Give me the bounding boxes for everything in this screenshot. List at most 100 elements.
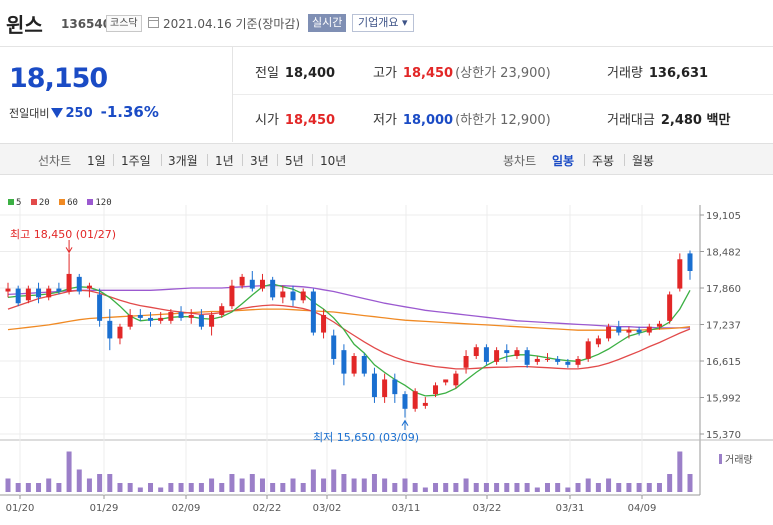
volume-bar: [575, 483, 581, 492]
market-badge: 코스닥: [106, 15, 142, 32]
realtime-button[interactable]: 실시간: [308, 14, 347, 32]
candle-body: [76, 276, 82, 292]
ma120-line: [7, 285, 690, 329]
current-price: 18,150: [9, 63, 108, 94]
candle-body: [412, 391, 418, 409]
volume-bar: [616, 483, 622, 492]
x-tick-label: 03/11: [392, 503, 421, 514]
volume-bar: [259, 478, 265, 492]
volume-bar: [392, 483, 398, 492]
volume-bar: [36, 483, 42, 492]
candle-body: [107, 320, 113, 339]
period-daily[interactable]: 일봉: [552, 154, 575, 168]
volume-bar: [585, 478, 591, 492]
candle-body: [514, 350, 520, 357]
calendar-icon: [148, 17, 159, 28]
volume-bar: [544, 483, 550, 492]
volume-bar: [198, 483, 204, 492]
ma60-line: [7, 308, 691, 331]
volume-bar: [443, 483, 449, 492]
change-label: 전일대비: [9, 107, 50, 120]
period-3m[interactable]: 3개월: [168, 154, 198, 168]
candle-body: [504, 350, 510, 354]
price-chart[interactable]: 19,105 18,482 17,860 17,237 16,615 15,992 15,3…: [0, 175, 773, 525]
y-tick-label: 15,370: [706, 430, 741, 441]
candle-body: [36, 288, 42, 298]
candle-body: [198, 314, 204, 327]
ma20-line: [7, 289, 691, 370]
company-overview-button[interactable]: 기업개요 ▾: [352, 14, 414, 32]
candle-body: [188, 314, 194, 318]
volume-bar: [656, 483, 662, 492]
quote-prev: 전일 18,400: [255, 66, 336, 81]
quote-open: 시가 18,450: [255, 113, 336, 128]
candle-body: [249, 279, 255, 289]
candle-body: [595, 338, 601, 345]
x-tick-label: 03/22: [473, 503, 502, 514]
stock-header: 윈스 136540 코스닥 2021.04.16 기준(장마감) 실시간 기업개…: [0, 0, 773, 47]
candle-body: [626, 329, 632, 333]
period-1y[interactable]: 1년: [215, 154, 234, 168]
current-price-box: 18,150 전일대비 250 -1.36%: [0, 47, 233, 142]
volume-bar: [188, 483, 194, 492]
change-value: 250: [65, 106, 93, 121]
candle-body: [137, 314, 143, 318]
period-3y[interactable]: 3년: [250, 154, 269, 168]
y-tick-label: 15,992: [706, 394, 741, 405]
volume-bar: [687, 474, 693, 492]
period-1d[interactable]: 1일: [87, 154, 106, 168]
candle-body: [453, 373, 459, 386]
candle-body: [5, 288, 11, 292]
volume-bar: [86, 478, 92, 492]
candle-body: [646, 326, 652, 333]
volume-bar: [382, 478, 388, 492]
candle-chart-label: 봉차트: [503, 154, 537, 168]
max-arrow-head: [65, 247, 73, 254]
period-monthly[interactable]: 월봉: [632, 154, 655, 168]
volume-bar: [290, 478, 296, 492]
candle-body: [46, 288, 52, 298]
min-arrow-head: [401, 419, 409, 426]
period-5y[interactable]: 5년: [285, 154, 304, 168]
candle-body: [15, 288, 21, 304]
volume-bar: [249, 474, 255, 492]
volume-bar: [66, 451, 72, 492]
y-tick-label: 18,482: [706, 248, 741, 259]
volume-bar: [402, 478, 408, 492]
volume-bar: [15, 483, 21, 492]
ma-legend: 5 20 60 120: [8, 198, 116, 208]
volume-bar: [321, 478, 327, 492]
quote-amount: 거래대금 2,480 백만: [607, 113, 731, 128]
period-weekly[interactable]: 주봉: [592, 154, 615, 168]
volume-bar: [595, 483, 601, 492]
volume-bar: [514, 483, 520, 492]
volume-bar: [524, 483, 530, 492]
candle-body: [310, 291, 316, 333]
candle-body: [667, 294, 673, 321]
quote-high: 고가 18,450 (상한가 23,900): [373, 66, 551, 81]
quote-low: 저가 18,000 (하한가 12,900): [373, 113, 551, 128]
x-tick-label: 01/29: [90, 503, 119, 514]
candle-body: [606, 326, 612, 339]
volume-bar: [646, 483, 652, 492]
volume-bar: [168, 483, 174, 492]
candle-body: [371, 373, 377, 398]
candle-body: [575, 358, 581, 365]
volume-bar: [433, 483, 439, 492]
volume-bar: [412, 483, 418, 492]
candle-body: [97, 294, 103, 321]
period-1w[interactable]: 1주일: [121, 154, 151, 168]
y-tick-label: 16,615: [706, 357, 741, 368]
volume-bar: [229, 474, 235, 492]
quote-volume: 거래량 136,631: [607, 66, 709, 81]
candle-body: [382, 379, 388, 398]
y-tick-label: 17,237: [706, 321, 741, 332]
period-10y[interactable]: 10년: [320, 154, 347, 168]
volume-bar: [534, 487, 540, 492]
candle-body: [494, 350, 500, 362]
candle-body: [544, 358, 550, 360]
candle-body: [148, 317, 154, 321]
volume-bar: [76, 469, 82, 492]
volume-bar: [25, 483, 31, 492]
candle-body: [392, 379, 398, 395]
